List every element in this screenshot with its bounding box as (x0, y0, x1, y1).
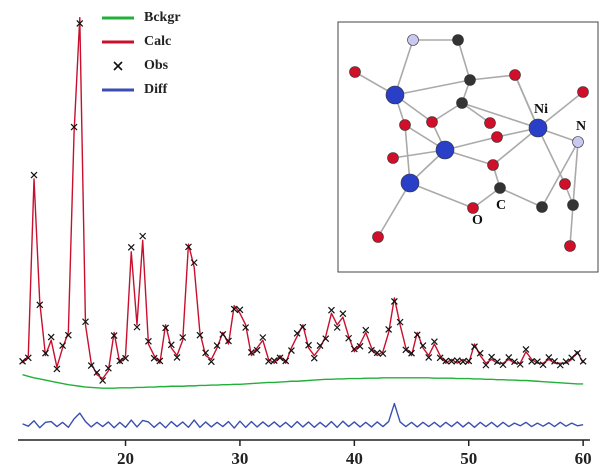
x-tick-label: 60 (575, 449, 592, 468)
chart: Ni N O C 20 30 40 50 60 Bckgr Calc Obs Diff (0, 0, 603, 470)
legend-label: Obs (144, 58, 169, 73)
obs-marker (128, 244, 134, 250)
obs-marker (31, 172, 37, 178)
legend-label: Bckgr (144, 10, 181, 25)
atom-label: Ni (534, 102, 548, 117)
atom-label: O (472, 213, 483, 228)
obs-marker (140, 233, 146, 239)
atom-label: N (576, 119, 586, 134)
x-tick-label: 40 (346, 449, 363, 468)
legend-label: Diff (144, 82, 168, 97)
atom-label: C (496, 198, 506, 213)
series-line (23, 404, 584, 429)
legend-marker (114, 62, 122, 70)
x-tick-label: 30 (231, 449, 248, 468)
legend-label: Calc (144, 34, 171, 49)
x-tick-label: 20 (117, 449, 134, 468)
obs-marker (328, 307, 334, 313)
obs-marker (340, 311, 346, 317)
inset: Ni N O C (338, 22, 598, 272)
series-line (23, 375, 584, 388)
obs-marker (48, 334, 54, 340)
x-tick-label: 50 (460, 449, 477, 468)
obs-marker (580, 358, 586, 364)
